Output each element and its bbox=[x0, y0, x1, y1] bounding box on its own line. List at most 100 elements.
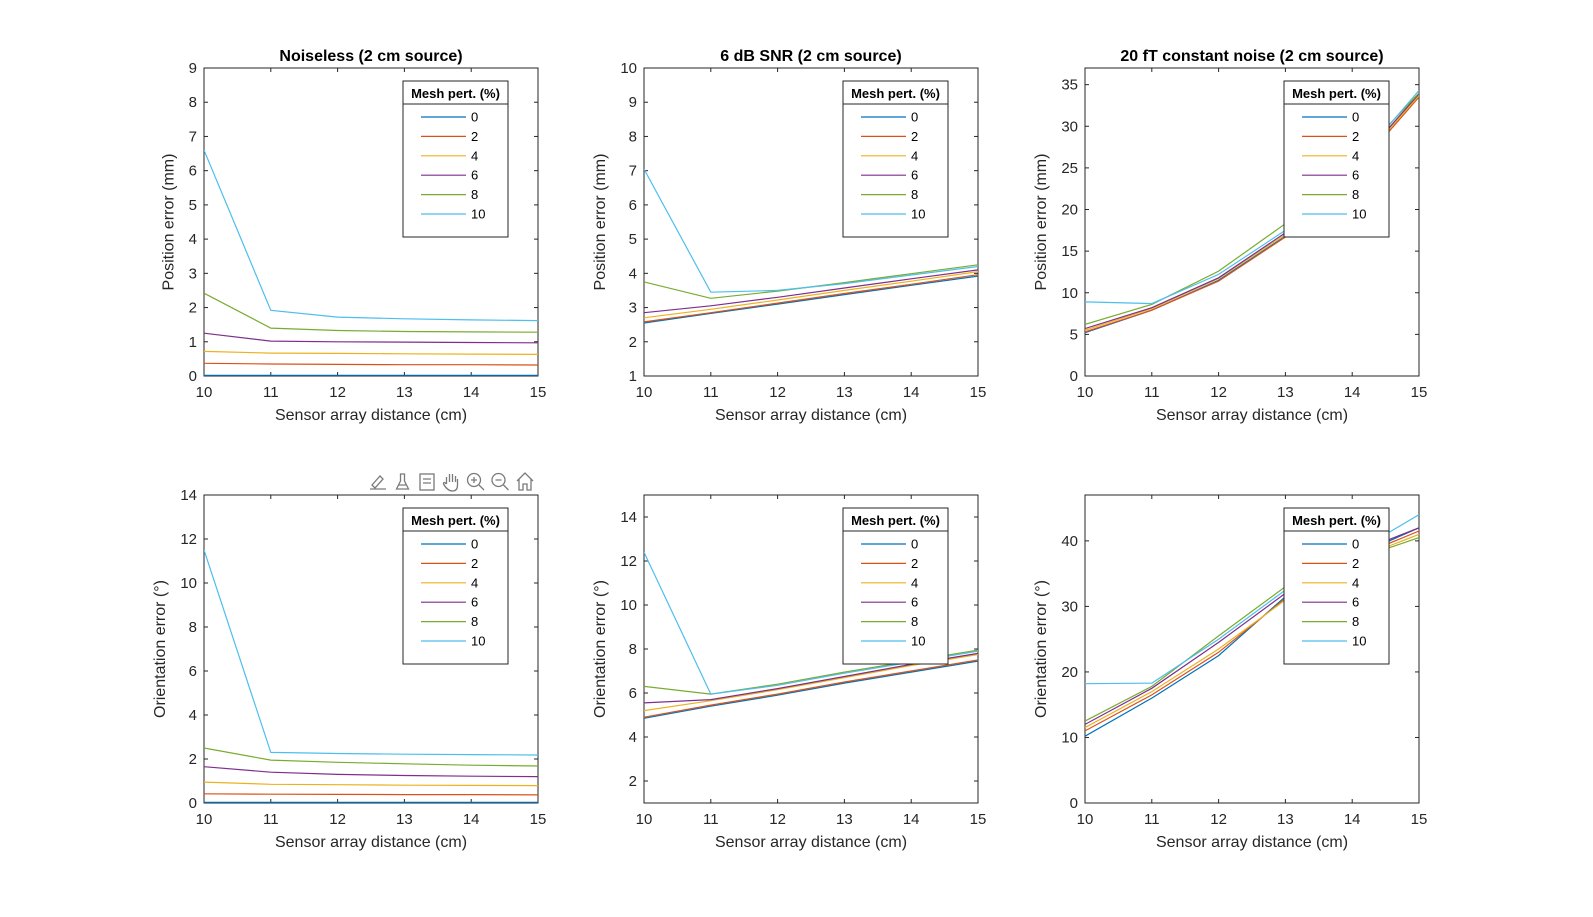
y-tick-label: 12 bbox=[180, 531, 197, 548]
legend[interactable]: Mesh pert. (%) 0 2 4 6 8 10 bbox=[1283, 80, 1390, 238]
x-tick-label: 13 bbox=[396, 384, 413, 401]
legend-entry-label: 10 bbox=[471, 207, 485, 222]
legend[interactable]: Mesh pert. (%) 0 2 4 6 8 10 bbox=[1283, 507, 1390, 665]
legend-entry-label: 6 bbox=[1352, 595, 1359, 610]
legend-entry-label: 0 bbox=[471, 537, 478, 552]
chart-title: 20 fT constant noise (2 cm source) bbox=[1120, 48, 1383, 65]
legend-entry-label: 4 bbox=[471, 575, 478, 590]
series-line-2 bbox=[204, 362, 538, 366]
legend[interactable]: Mesh pert. (%) 0 2 4 6 8 10 bbox=[842, 80, 949, 238]
legend-entry-label: 2 bbox=[471, 556, 478, 571]
y-tick-label: 0 bbox=[1070, 368, 1078, 385]
legend-title: Mesh pert. (%) bbox=[1292, 86, 1381, 101]
x-tick-label: 14 bbox=[1344, 811, 1361, 828]
legend-box bbox=[842, 507, 949, 665]
x-tick-label: 12 bbox=[329, 384, 346, 401]
series-lines bbox=[204, 149, 538, 376]
axes-toolbar bbox=[367, 471, 536, 493]
subplot-5[interactable]: 10 11 12 13 14 15 2 4 6 8 10 12 14 Sensor array dista… bbox=[592, 494, 987, 851]
y-tick-label: 7 bbox=[629, 163, 637, 180]
x-tick-label: 10 bbox=[1077, 811, 1094, 828]
y-tick-label: 4 bbox=[629, 729, 637, 746]
home-icon[interactable] bbox=[514, 471, 536, 493]
x-tick-label: 12 bbox=[1210, 811, 1227, 828]
x-tick-label: 15 bbox=[970, 811, 987, 828]
datatip-text-icon[interactable] bbox=[416, 471, 438, 493]
y-tick-label: 8 bbox=[629, 128, 637, 145]
pan-hand-icon[interactable] bbox=[441, 471, 463, 493]
legend-entry-label: 2 bbox=[471, 129, 478, 144]
legend-entry-label: 4 bbox=[911, 148, 918, 163]
legend-title: Mesh pert. (%) bbox=[851, 513, 940, 528]
x-tick-label: 15 bbox=[1411, 811, 1428, 828]
series-lines bbox=[204, 549, 538, 803]
legend-entry-label: 10 bbox=[1352, 634, 1366, 649]
series-line-0 bbox=[644, 660, 978, 719]
y-axis-label: Orientation error (°) bbox=[1033, 580, 1050, 718]
legend-entry-label: 6 bbox=[471, 168, 478, 183]
legend-entry-label: 8 bbox=[911, 187, 918, 202]
chart-title: 6 dB SNR (2 cm source) bbox=[720, 48, 901, 65]
y-tick-label: 7 bbox=[189, 128, 197, 145]
y-tick-label: 20 bbox=[1061, 664, 1078, 681]
legend-entry-label: 8 bbox=[1352, 187, 1359, 202]
x-tick-label: 13 bbox=[1277, 811, 1294, 828]
y-tick-label: 14 bbox=[620, 509, 637, 526]
x-tick-label: 10 bbox=[196, 811, 213, 828]
y-tick-label: 1 bbox=[189, 334, 197, 351]
subplot-4[interactable]: 10 11 12 13 14 15 0 2 4 6 8 10 12 14 Sensor array dist… bbox=[152, 487, 546, 851]
y-tick-label: 0 bbox=[189, 368, 197, 385]
zoom-in-icon[interactable] bbox=[465, 471, 487, 493]
series-line-4 bbox=[204, 350, 538, 355]
x-tick-label: 14 bbox=[1344, 384, 1361, 401]
y-tick-label: 9 bbox=[629, 94, 637, 111]
series-line-10 bbox=[204, 549, 538, 756]
y-tick-label: 3 bbox=[189, 265, 197, 282]
legend-box bbox=[402, 507, 509, 665]
y-axis-label: Position error (mm) bbox=[161, 154, 178, 291]
y-axis-label: Position error (mm) bbox=[592, 154, 609, 291]
data-tips-icon[interactable] bbox=[392, 471, 414, 493]
x-tick-label: 10 bbox=[1077, 384, 1094, 401]
x-tick-label: 11 bbox=[263, 384, 279, 401]
zoom-out-icon[interactable] bbox=[490, 471, 512, 493]
x-tick-label: 12 bbox=[329, 811, 346, 828]
x-tick-label: 12 bbox=[769, 811, 786, 828]
y-tick-label: 10 bbox=[1061, 285, 1078, 302]
legend-entry-label: 2 bbox=[911, 129, 918, 144]
y-tick-label: 10 bbox=[180, 575, 197, 592]
series-line-8 bbox=[204, 292, 538, 333]
legend-entry-label: 8 bbox=[911, 614, 918, 629]
x-axis-label: Sensor array distance (cm) bbox=[275, 407, 467, 424]
legend[interactable]: Mesh pert. (%) 0 2 4 6 8 10 bbox=[402, 80, 509, 238]
x-tick-label: 11 bbox=[703, 384, 719, 401]
legend-box bbox=[842, 80, 949, 238]
legend-entry-label: 4 bbox=[911, 575, 918, 590]
series-lines bbox=[644, 168, 978, 324]
series-line-2 bbox=[644, 659, 978, 718]
x-tick-label: 11 bbox=[1144, 811, 1160, 828]
legend-entry-label: 6 bbox=[471, 595, 478, 610]
x-tick-label: 10 bbox=[636, 384, 653, 401]
legend-entry-label: 8 bbox=[1352, 614, 1359, 629]
y-axis-label: Orientation error (°) bbox=[152, 580, 169, 718]
y-tick-label: 9 bbox=[189, 60, 197, 77]
legend-box bbox=[402, 80, 509, 238]
brush-edit-icon[interactable] bbox=[367, 471, 389, 493]
y-tick-label: 35 bbox=[1061, 77, 1078, 94]
series-line-2 bbox=[644, 274, 978, 323]
y-tick-label: 10 bbox=[620, 597, 637, 614]
legend[interactable]: Mesh pert. (%) 0 2 4 6 8 10 bbox=[402, 507, 509, 665]
x-tick-label: 14 bbox=[903, 811, 920, 828]
y-tick-label: 2 bbox=[629, 334, 637, 351]
y-tick-label: 5 bbox=[1070, 326, 1078, 343]
legend[interactable]: Mesh pert. (%) 0 2 4 6 8 10 bbox=[842, 507, 949, 665]
y-tick-label: 1 bbox=[629, 368, 637, 385]
x-tick-label: 11 bbox=[703, 811, 719, 828]
